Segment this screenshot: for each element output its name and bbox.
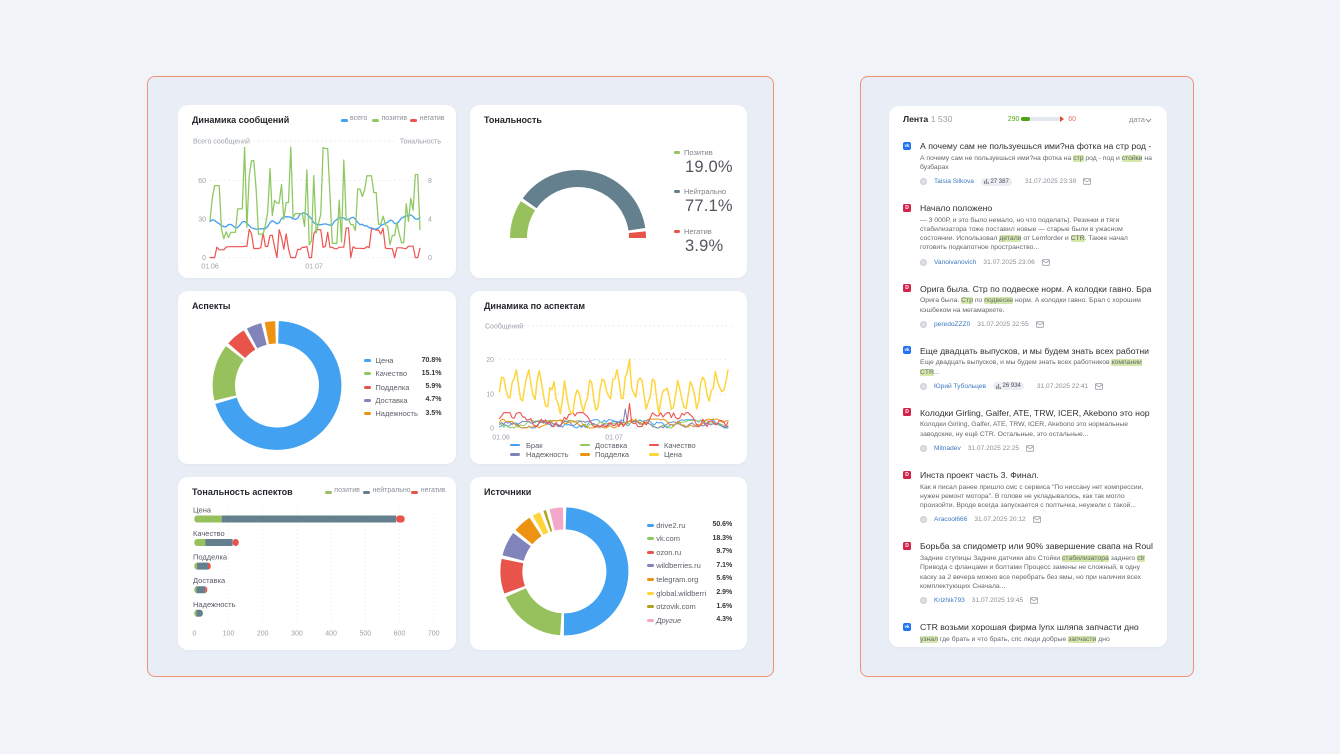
svg-text:Тональность: Тональность — [400, 139, 442, 146]
svg-text:500: 500 — [359, 631, 371, 638]
svg-text:0: 0 — [202, 255, 206, 262]
svg-text:600: 600 — [394, 631, 406, 638]
svg-text:0: 0 — [192, 631, 196, 638]
svg-text:01.06: 01.06 — [201, 264, 219, 271]
svg-text:200: 200 — [257, 631, 269, 638]
svg-text:400: 400 — [325, 631, 337, 638]
svg-text:300: 300 — [291, 631, 303, 638]
svg-text:60: 60 — [198, 178, 206, 185]
svg-text:4: 4 — [428, 217, 432, 224]
svg-text:Доставка: Доставка — [193, 576, 226, 585]
svg-text:100: 100 — [223, 631, 235, 638]
svg-text:0: 0 — [490, 425, 494, 432]
svg-text:700: 700 — [428, 631, 440, 638]
svg-text:30: 30 — [198, 217, 206, 224]
svg-text:01.06: 01.06 — [492, 435, 510, 442]
svg-text:01.07: 01.07 — [605, 435, 623, 442]
svg-text:Надежность: Надежность — [193, 600, 236, 609]
svg-text:01.07: 01.07 — [305, 264, 323, 271]
svg-text:Цена: Цена — [193, 506, 212, 515]
svg-text:Сообщений: Сообщений — [485, 323, 523, 331]
svg-text:Всего сообщений: Всего сообщений — [193, 138, 250, 146]
svg-text:8: 8 — [428, 178, 432, 185]
svg-text:0: 0 — [428, 255, 432, 262]
svg-text:Качество: Качество — [193, 529, 225, 538]
svg-text:20: 20 — [486, 357, 494, 364]
svg-text:10: 10 — [486, 392, 494, 399]
svg-text:Подделка: Подделка — [193, 553, 228, 562]
